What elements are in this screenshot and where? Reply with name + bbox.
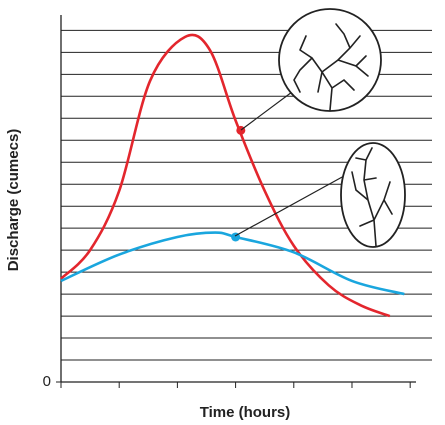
connector (234, 175, 345, 237)
x-axis-title: Time (hours) (200, 404, 291, 421)
connector (240, 91, 293, 131)
y-tick-label: 0 (43, 373, 51, 390)
elongated-basin-illustration (340, 142, 406, 248)
y-axis-title: Discharge (cumecs) (5, 129, 22, 272)
round-basin-illustration (278, 8, 382, 112)
series-line (60, 231, 405, 296)
series-line (60, 33, 391, 318)
